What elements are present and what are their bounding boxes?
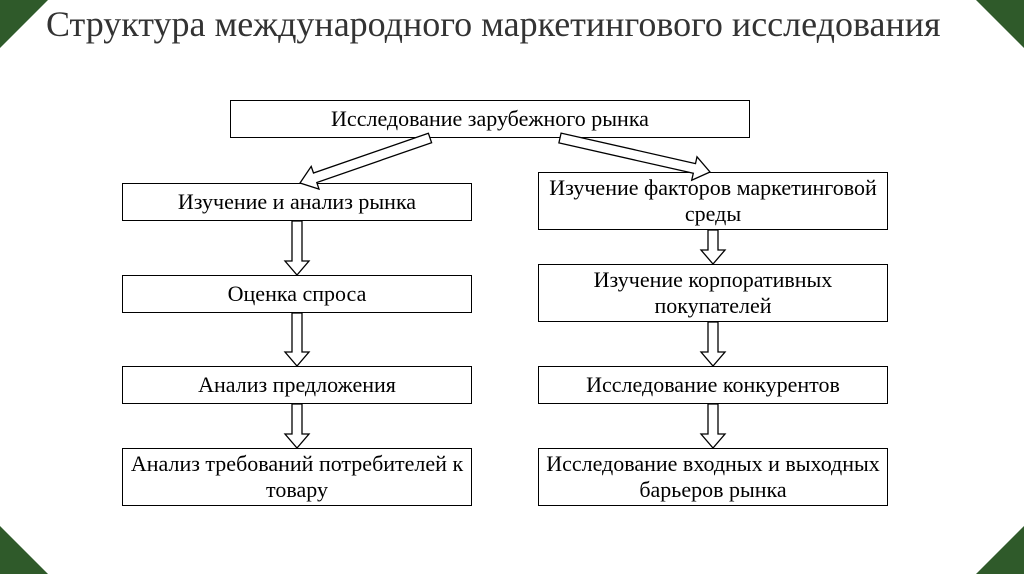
node-r4-label: Исследование входных и выходных барьеров…: [545, 451, 881, 503]
node-l1: Изучение и анализ рынка: [122, 183, 472, 221]
node-r2: Изучение корпоративных покупателей: [538, 264, 888, 322]
page-title: Структура международного маркетингового …: [46, 4, 941, 45]
node-r1: Изучение факторов маркетинговой среды: [538, 172, 888, 230]
node-l3-label: Анализ предложения: [198, 372, 396, 398]
node-root-label: Исследование зарубежного рынка: [331, 106, 649, 132]
node-l2-label: Оценка спроса: [228, 281, 367, 307]
node-r3-label: Исследование конкурентов: [586, 372, 840, 398]
corner-bottom-right: [976, 526, 1024, 574]
node-l1-label: Изучение и анализ рынка: [178, 189, 416, 215]
corner-bottom-left: [0, 526, 48, 574]
corner-top-right: [976, 0, 1024, 48]
node-l4-label: Анализ требований потребителей к товару: [129, 451, 465, 503]
node-l2: Оценка спроса: [122, 275, 472, 313]
node-l4: Анализ требований потребителей к товару: [122, 448, 472, 506]
node-root: Исследование зарубежного рынка: [230, 100, 750, 138]
node-r4: Исследование входных и выходных барьеров…: [538, 448, 888, 506]
node-r3: Исследование конкурентов: [538, 366, 888, 404]
node-l3: Анализ предложения: [122, 366, 472, 404]
node-r1-label: Изучение факторов маркетинговой среды: [545, 175, 881, 227]
node-r2-label: Изучение корпоративных покупателей: [545, 267, 881, 319]
corner-top-left: [0, 0, 48, 48]
